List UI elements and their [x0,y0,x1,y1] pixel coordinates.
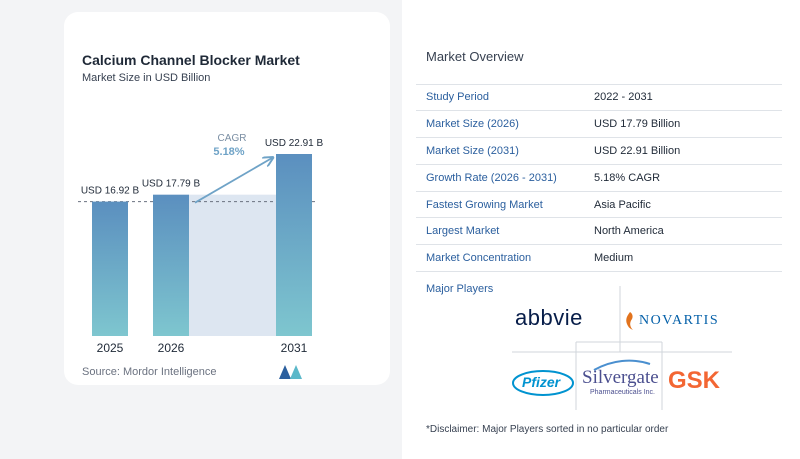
silvergate-logo: Silvergate [582,367,659,388]
source-note: Source: Mordor Intelligence [82,366,217,378]
overview-row: Market Size (2026) USD 17.79 Billion [416,111,782,138]
novartis-flame-icon [626,312,633,330]
chart-title: Calcium Channel Blocker Market [82,52,300,68]
growth-band [189,194,276,336]
bar-value-label: USD 22.91 B [265,138,324,149]
overview-row: Market Size (2031) USD 22.91 Billion [416,138,782,165]
overview-value: USD 17.79 Billion [594,117,681,130]
overview-row: Largest Market North America [416,218,782,246]
overview-label: Market Size (2031) [426,144,519,157]
major-players-title: Major Players [426,283,494,295]
silvergate-subtitle: Pharmaceuticals Inc. [590,389,655,396]
overview-title: Market Overview [426,49,524,64]
x-tick-label: 2031 [281,341,308,355]
overview-label: Fastest Growing Market [426,198,543,211]
pfizer-logo: Pfizer [522,374,561,390]
overview-value: North America [594,225,664,238]
overview-label: Largest Market [426,225,500,238]
overview-label: Market Size (2026) [426,117,519,130]
chart-subtitle: Market Size in USD Billion [82,72,211,84]
cagr-label: CAGR [218,133,247,144]
bar-value-label: USD 16.92 B [81,186,140,197]
overview-row: Market Concentration Medium [416,245,782,273]
overview-row: Study Period 2022 - 2031 [416,84,782,111]
major-players-logos [512,286,732,410]
overview-value: 5.18% CAGR [594,171,661,184]
bar [276,154,312,336]
cagr-value: 5.18% [213,146,244,158]
overview-card [402,0,800,459]
overview-value: Asia Pacific [594,198,651,211]
bar [92,201,128,336]
overview-label: Study Period [426,91,489,104]
disclaimer: *Disclaimer: Major Players sorted in no … [426,424,669,435]
novartis-logo: NOVARTIS [639,313,720,328]
overview-label: Growth Rate (2026 - 2031) [426,171,557,184]
overview-value: 2022 - 2031 [594,91,653,104]
overview-table: Study Period 2022 - 2031 Market Size (20… [416,84,782,273]
x-tick-label: 2025 [97,341,124,355]
bar [153,194,189,336]
abbvie-logo: abbvie [515,305,583,330]
bar-chart: USD 16.92 B 2025 USD 17.79 B 2026 USD 22.91 … [78,133,324,355]
overview-label: Market Concentration [426,252,532,265]
overview-value: Medium [594,252,634,265]
cagr-arrow [194,158,272,204]
bar-value-label: USD 17.79 B [142,179,201,190]
mordor-logo-icon [279,365,302,379]
overview-value: USD 22.91 Billion [594,144,681,157]
silvergate-swoosh-icon [593,359,651,371]
x-tick-label: 2026 [158,341,185,355]
pfizer-oval-icon [512,370,574,396]
gsk-logo: GSK [668,367,721,394]
overview-row: Growth Rate (2026 - 2031) 5.18% CAGR [416,165,782,192]
overview-row: Fastest Growing Market Asia Pacific [416,192,782,219]
